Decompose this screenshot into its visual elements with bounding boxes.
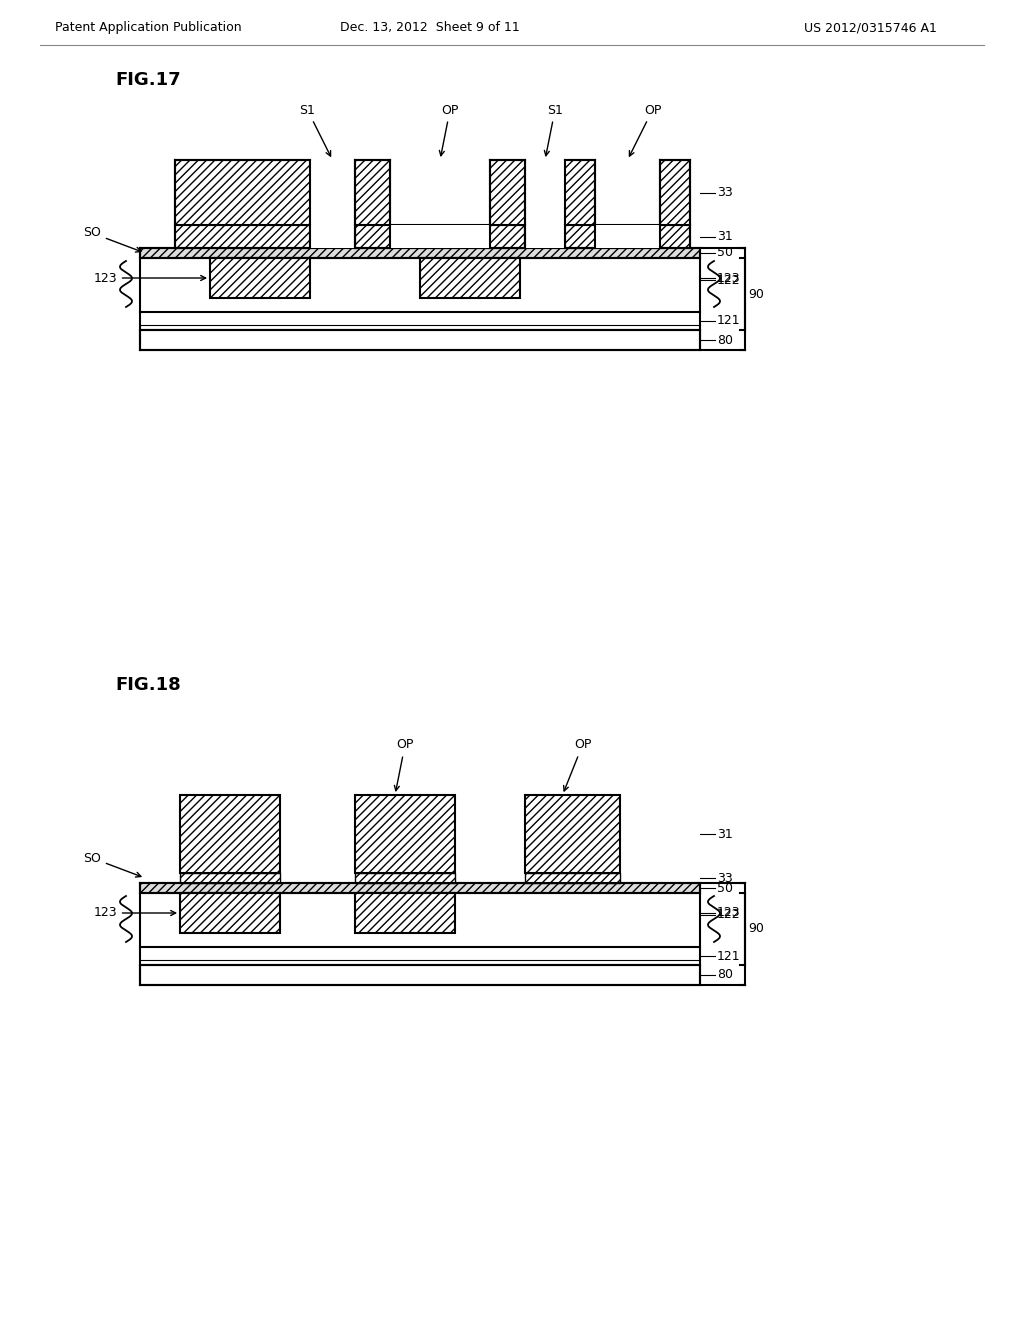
Text: OP: OP [394,738,414,791]
Bar [525,224,565,248]
Text: 80: 80 [717,969,733,982]
Bar [310,224,355,248]
Text: FIG.17: FIG.17 [115,71,180,88]
Bar [390,224,490,248]
Text: 123: 123 [93,907,176,920]
Text: 123: 123 [717,272,740,285]
Bar [355,160,390,224]
Text: Patent Application Publication: Patent Application Publication [55,21,242,34]
Bar [355,224,525,248]
Bar [175,224,310,248]
Bar [140,883,700,894]
Text: US 2012/0315746 A1: US 2012/0315746 A1 [804,21,936,34]
Text: 90: 90 [748,923,764,936]
Text: 31: 31 [717,230,733,243]
Bar [140,248,700,257]
Text: Dec. 13, 2012  Sheet 9 of 11: Dec. 13, 2012 Sheet 9 of 11 [340,21,520,34]
Bar [565,160,595,224]
Bar [355,795,455,873]
Bar [565,224,690,248]
Text: 121: 121 [717,314,740,327]
Bar [175,160,310,224]
Text: SO: SO [83,851,141,876]
Bar [210,257,310,298]
Bar [140,330,700,350]
Text: 123: 123 [93,272,206,285]
Text: 31: 31 [717,828,733,841]
Text: OP: OP [630,103,662,156]
Bar [355,894,455,933]
Text: S1: S1 [545,103,563,156]
Text: OP: OP [563,738,591,791]
Text: 80: 80 [717,334,733,346]
Bar [140,257,700,312]
Bar [660,160,690,224]
Text: OP: OP [439,103,459,156]
Bar [490,160,525,224]
Bar [180,795,280,873]
Text: SO: SO [83,227,141,252]
Text: 33: 33 [717,186,733,199]
Bar [140,965,700,985]
Bar [355,873,455,883]
Text: 123: 123 [717,907,740,920]
Text: 50: 50 [717,882,733,895]
Bar [525,873,620,883]
Text: 122: 122 [717,273,740,286]
Text: 33: 33 [717,871,733,884]
Bar [180,894,280,933]
Text: 121: 121 [717,949,740,962]
Bar [595,224,660,248]
Text: 90: 90 [748,288,764,301]
Text: S1: S1 [300,103,331,156]
Text: 50: 50 [717,247,733,260]
Text: 122: 122 [717,908,740,921]
Bar [420,257,520,298]
Text: FIG.18: FIG.18 [115,676,181,694]
Bar [525,795,620,873]
Bar [180,873,280,883]
